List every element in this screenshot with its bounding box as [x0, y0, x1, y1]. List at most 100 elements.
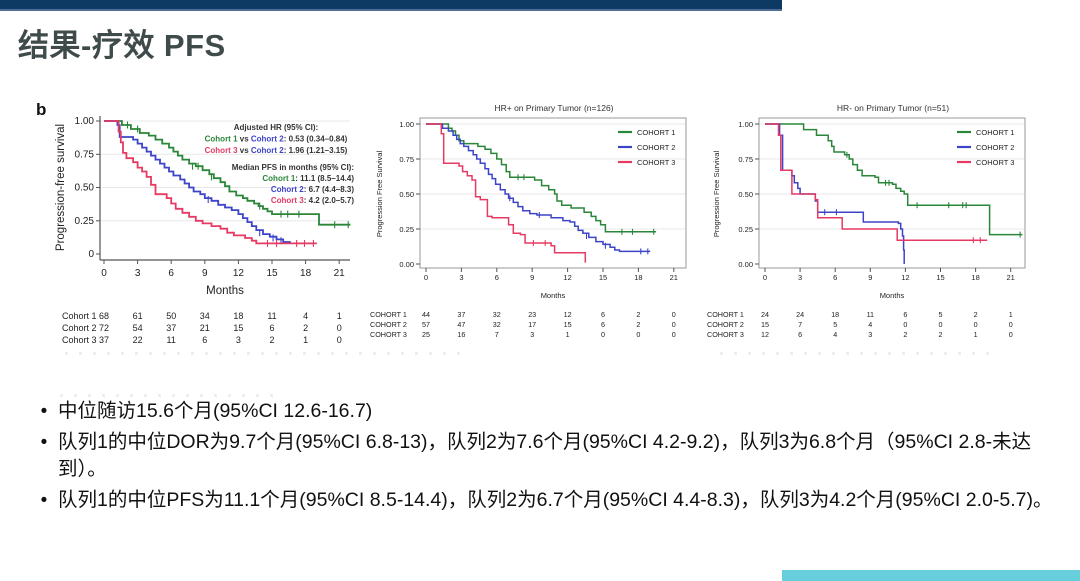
svg-text:11: 11 [167, 335, 176, 345]
svg-text:9: 9 [202, 268, 208, 279]
svg-text:17: 17 [528, 320, 536, 329]
faint-watermark [65, 352, 465, 355]
svg-text:COHORT 3: COHORT 3 [707, 330, 744, 339]
svg-text:15: 15 [599, 273, 607, 282]
svg-text:4: 4 [833, 330, 837, 339]
svg-text:32: 32 [493, 310, 501, 319]
svg-text:1: 1 [1009, 310, 1013, 319]
svg-text:0: 0 [974, 320, 978, 329]
faint-watermark [60, 394, 280, 397]
svg-text:Cohort 1 vs Cohort 2: 0.53 (0.: Cohort 1 vs Cohort 2: 0.53 (0.34–0.84) [205, 135, 348, 144]
svg-text:Months: Months [541, 291, 566, 300]
bullet-item: • 队列1的中位DOR为9.7个月(95%CI 6.8-13)，队列2为7.6个… [30, 429, 1060, 483]
svg-text:b: b [36, 100, 46, 119]
svg-text:Median PFS in months (95% CI):: Median PFS in months (95% CI): [232, 163, 354, 172]
page-title: 结果-疗效 PFS [18, 28, 226, 63]
svg-text:37: 37 [457, 310, 465, 319]
svg-text:2: 2 [269, 335, 274, 345]
svg-text:6: 6 [798, 330, 802, 339]
svg-text:0.50: 0.50 [75, 183, 95, 194]
svg-text:3: 3 [135, 268, 141, 279]
svg-text:0.50: 0.50 [399, 190, 414, 199]
svg-text:2: 2 [974, 310, 978, 319]
svg-text:15: 15 [761, 320, 769, 329]
svg-text:1: 1 [974, 330, 978, 339]
svg-text:15: 15 [936, 273, 944, 282]
svg-text:47: 47 [457, 320, 465, 329]
svg-text:25: 25 [422, 330, 430, 339]
svg-text:0.25: 0.25 [75, 216, 95, 227]
svg-text:Progression Free Survival: Progression Free Survival [712, 151, 721, 238]
bullet-text-dor: 队列1的中位DOR为9.7个月(95%CI 6.8-13)，队列2为7.6个月(… [58, 431, 1032, 480]
svg-text:0: 0 [337, 323, 342, 333]
svg-text:3: 3 [798, 273, 802, 282]
svg-text:6: 6 [833, 273, 837, 282]
svg-text:18: 18 [971, 273, 979, 282]
svg-text:2: 2 [939, 330, 943, 339]
svg-text:0: 0 [1009, 330, 1013, 339]
bullet-text-pfs: 队列1的中位PFS为11.1个月(95%CI 8.5-14.4)，队列2为6.7… [58, 489, 1053, 511]
km-plot-svg: 1.000.750.500.250.000 3 6 9 12 15 18 21MonthsPr… [707, 103, 1026, 339]
svg-text:2: 2 [903, 330, 907, 339]
svg-text:1.00: 1.00 [738, 120, 753, 129]
km-curve-cohort-2 [426, 123, 651, 253]
svg-text:5: 5 [833, 320, 837, 329]
svg-text:44: 44 [422, 310, 430, 319]
svg-text:6: 6 [168, 268, 174, 279]
svg-text:0.75: 0.75 [738, 155, 753, 164]
svg-text:68: 68 [99, 311, 109, 321]
svg-text:Months: Months [206, 285, 244, 297]
km-chart-hr-negative: 1.00 0.75 0.50 0.25 0.00 0 3 6 9 12 15 18 21 Months Pr… [703, 98, 1043, 356]
svg-text:Cohort 2: Cohort 2 [62, 323, 97, 333]
svg-text:Adjusted HR (95% CI):: Adjusted HR (95% CI): [234, 123, 318, 132]
bullet-list: • 中位随访15.6个月(95%CI 12.6-16.7) • 队列1的中位DO… [30, 398, 1060, 518]
svg-text:COHORT 2: COHORT 2 [976, 143, 1014, 152]
svg-text:61: 61 [133, 311, 143, 321]
svg-text:7: 7 [495, 330, 499, 339]
km-curve-cohort-1 [104, 120, 351, 226]
svg-text:3: 3 [868, 330, 872, 339]
svg-text:37: 37 [166, 323, 176, 333]
km-curve-cohort-3 [104, 120, 317, 245]
svg-text:0.75: 0.75 [399, 155, 414, 164]
bullet-item: • 中位随访15.6个月(95%CI 12.6-16.7) [30, 398, 1060, 425]
svg-text:5: 5 [939, 310, 943, 319]
km-curve-cohort-3 [765, 123, 988, 241]
svg-text:HR- on Primary Tumor (n=51): HR- on Primary Tumor (n=51) [837, 103, 949, 113]
svg-text:COHORT 3: COHORT 3 [370, 330, 407, 339]
svg-text:0: 0 [601, 330, 605, 339]
bullet-marker: • [40, 432, 48, 453]
figure-row: b 1.00 0.75 0.50 0.25 0 0 3 6 9 12 15 18 21 Months Prog… [0, 98, 1080, 398]
svg-text:2: 2 [636, 310, 640, 319]
svg-text:0: 0 [88, 249, 94, 260]
svg-text:0: 0 [636, 330, 640, 339]
svg-text:0: 0 [939, 320, 943, 329]
svg-text:0.25: 0.25 [399, 225, 414, 234]
svg-text:0: 0 [1009, 320, 1013, 329]
svg-text:0.75: 0.75 [75, 149, 95, 160]
svg-text:0.00: 0.00 [738, 260, 753, 269]
svg-text:18: 18 [300, 268, 312, 279]
svg-text:15: 15 [233, 323, 243, 333]
svg-text:9: 9 [530, 273, 534, 282]
svg-text:HR+ on Primary Tumor (n=126): HR+ on Primary Tumor (n=126) [494, 103, 613, 113]
svg-text:21: 21 [670, 273, 678, 282]
svg-text:Cohort 3 vs Cohort 2: 1.96 (1.: Cohort 3 vs Cohort 2: 1.96 (1.21–3.15) [205, 146, 348, 155]
svg-text:21: 21 [1007, 273, 1015, 282]
svg-text:3: 3 [236, 335, 241, 345]
svg-text:12: 12 [564, 310, 572, 319]
bullet-marker: • [40, 401, 48, 422]
svg-text:COHORT 1: COHORT 1 [637, 128, 675, 137]
svg-text:2: 2 [636, 320, 640, 329]
svg-text:11: 11 [867, 310, 874, 319]
svg-text:12: 12 [563, 273, 571, 282]
bullet-text-followup: 中位随访15.6个月(95%CI 12.6-16.7) [58, 400, 373, 422]
svg-text:34: 34 [200, 311, 210, 321]
svg-text:18: 18 [831, 310, 839, 319]
svg-text:1: 1 [337, 311, 342, 321]
svg-text:0: 0 [903, 320, 907, 329]
km-plot-svg: 1.000.750.500.250.000 3 6 9 12 15 18 21MonthsPr… [370, 103, 687, 339]
svg-text:6: 6 [495, 273, 499, 282]
svg-text:2: 2 [303, 323, 308, 333]
